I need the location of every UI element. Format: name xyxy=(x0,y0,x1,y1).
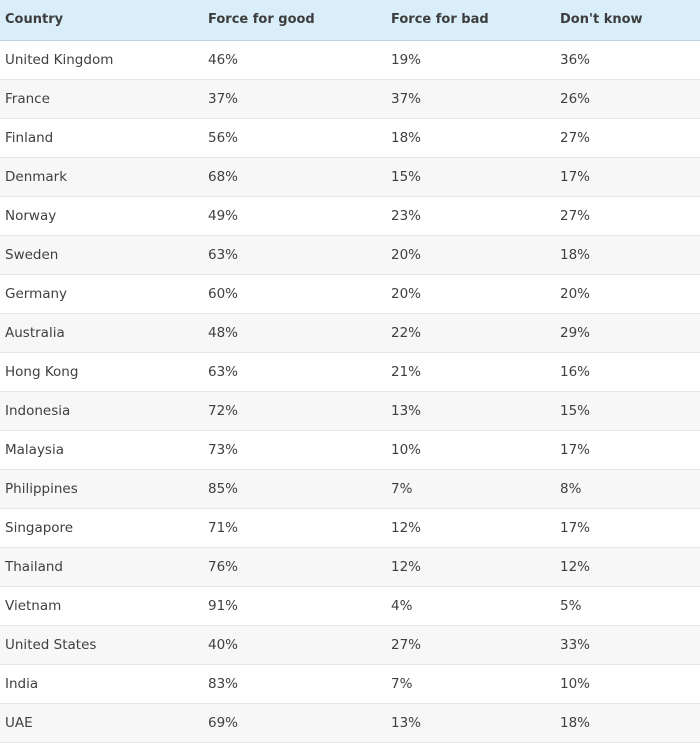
cell-country: Indonesia xyxy=(0,391,203,431)
cell-country: Hong Kong xyxy=(0,352,203,392)
cell-force-for-good: 76% xyxy=(203,547,386,587)
column-header-force-for-good: Force for good xyxy=(203,0,386,41)
cell-force-for-bad: 7% xyxy=(386,469,555,509)
cell-dont-know: 20% xyxy=(555,274,700,314)
cell-country: Norway xyxy=(0,196,203,236)
cell-country: Germany xyxy=(0,274,203,314)
column-header-country: Country xyxy=(0,0,203,41)
cell-country: India xyxy=(0,664,203,704)
cell-dont-know: 17% xyxy=(555,508,700,548)
table-body: United Kingdom 46% 19% 36% France 37% 37% 26% Fi… xyxy=(0,40,700,743)
cell-dont-know: 33% xyxy=(555,625,700,665)
cell-country: Malaysia xyxy=(0,430,203,470)
cell-dont-know: 26% xyxy=(555,79,700,119)
cell-force-for-bad: 7% xyxy=(386,664,555,704)
cell-force-for-bad: 19% xyxy=(386,40,555,80)
cell-country: Thailand xyxy=(0,547,203,587)
cell-country: United Kingdom xyxy=(0,40,203,80)
cell-force-for-bad: 4% xyxy=(386,586,555,626)
cell-dont-know: 10% xyxy=(555,664,700,704)
cell-force-for-good: 73% xyxy=(203,430,386,470)
table-row: Finland 56% 18% 27% xyxy=(0,118,700,158)
cell-force-for-good: 63% xyxy=(203,352,386,392)
cell-force-for-good: 71% xyxy=(203,508,386,548)
table-row: India 83% 7% 10% xyxy=(0,664,700,704)
cell-force-for-bad: 15% xyxy=(386,157,555,197)
cell-country: Finland xyxy=(0,118,203,158)
cell-force-for-good: 60% xyxy=(203,274,386,314)
cell-force-for-bad: 21% xyxy=(386,352,555,392)
cell-force-for-good: 49% xyxy=(203,196,386,236)
cell-dont-know: 18% xyxy=(555,703,700,743)
cell-country: Vietnam xyxy=(0,586,203,626)
cell-dont-know: 8% xyxy=(555,469,700,509)
table-row: Singapore 71% 12% 17% xyxy=(0,508,700,548)
cell-dont-know: 12% xyxy=(555,547,700,587)
cell-country: Philippines xyxy=(0,469,203,509)
table-row: Malaysia 73% 10% 17% xyxy=(0,430,700,470)
table-row: Philippines 85% 7% 8% xyxy=(0,469,700,509)
cell-force-for-bad: 37% xyxy=(386,79,555,119)
cell-dont-know: 17% xyxy=(555,157,700,197)
cell-dont-know: 15% xyxy=(555,391,700,431)
header-row: Country Force for good Force for bad Don't … xyxy=(0,0,700,41)
cell-country: France xyxy=(0,79,203,119)
cell-force-for-bad: 20% xyxy=(386,274,555,314)
table-row: France 37% 37% 26% xyxy=(0,79,700,119)
table-row: Australia 48% 22% 29% xyxy=(0,313,700,353)
cell-dont-know: 27% xyxy=(555,118,700,158)
cell-force-for-good: 46% xyxy=(203,40,386,80)
cell-force-for-good: 69% xyxy=(203,703,386,743)
table-row: Vietnam 91% 4% 5% xyxy=(0,586,700,626)
cell-dont-know: 36% xyxy=(555,40,700,80)
table-row: United Kingdom 46% 19% 36% xyxy=(0,40,700,80)
cell-country: United States xyxy=(0,625,203,665)
cell-force-for-good: 37% xyxy=(203,79,386,119)
cell-force-for-good: 83% xyxy=(203,664,386,704)
column-header-dont-know: Don't know xyxy=(555,0,700,41)
cell-force-for-good: 48% xyxy=(203,313,386,353)
cell-dont-know: 5% xyxy=(555,586,700,626)
cell-force-for-bad: 13% xyxy=(386,391,555,431)
cell-country: Denmark xyxy=(0,157,203,197)
cell-country: Sweden xyxy=(0,235,203,275)
table-row: Thailand 76% 12% 12% xyxy=(0,547,700,587)
cell-force-for-bad: 12% xyxy=(386,508,555,548)
cell-force-for-good: 40% xyxy=(203,625,386,665)
table-row: Denmark 68% 15% 17% xyxy=(0,157,700,197)
cell-force-for-good: 63% xyxy=(203,235,386,275)
cell-force-for-bad: 20% xyxy=(386,235,555,275)
cell-force-for-good: 91% xyxy=(203,586,386,626)
cell-country: Australia xyxy=(0,313,203,353)
column-header-force-for-bad: Force for bad xyxy=(386,0,555,41)
cell-dont-know: 16% xyxy=(555,352,700,392)
table-row: Sweden 63% 20% 18% xyxy=(0,235,700,275)
cell-country: Singapore xyxy=(0,508,203,548)
cell-force-for-bad: 12% xyxy=(386,547,555,587)
cell-force-for-good: 85% xyxy=(203,469,386,509)
table-row: Indonesia 72% 13% 15% xyxy=(0,391,700,431)
table-row: Hong Kong 63% 21% 16% xyxy=(0,352,700,392)
cell-country: UAE xyxy=(0,703,203,743)
cell-dont-know: 29% xyxy=(555,313,700,353)
cell-dont-know: 27% xyxy=(555,196,700,236)
cell-force-for-good: 56% xyxy=(203,118,386,158)
cell-dont-know: 17% xyxy=(555,430,700,470)
cell-dont-know: 18% xyxy=(555,235,700,275)
cell-force-for-bad: 10% xyxy=(386,430,555,470)
table-row: United States 40% 27% 33% xyxy=(0,625,700,665)
cell-force-for-bad: 18% xyxy=(386,118,555,158)
cell-force-for-bad: 27% xyxy=(386,625,555,665)
cell-force-for-good: 72% xyxy=(203,391,386,431)
cell-force-for-bad: 13% xyxy=(386,703,555,743)
table-row: UAE 69% 13% 18% xyxy=(0,703,700,743)
table-row: Germany 60% 20% 20% xyxy=(0,274,700,314)
cell-force-for-good: 68% xyxy=(203,157,386,197)
table-row: Norway 49% 23% 27% xyxy=(0,196,700,236)
cell-force-for-bad: 23% xyxy=(386,196,555,236)
cell-force-for-bad: 22% xyxy=(386,313,555,353)
table-header: Country Force for good Force for bad Don't … xyxy=(0,0,700,41)
